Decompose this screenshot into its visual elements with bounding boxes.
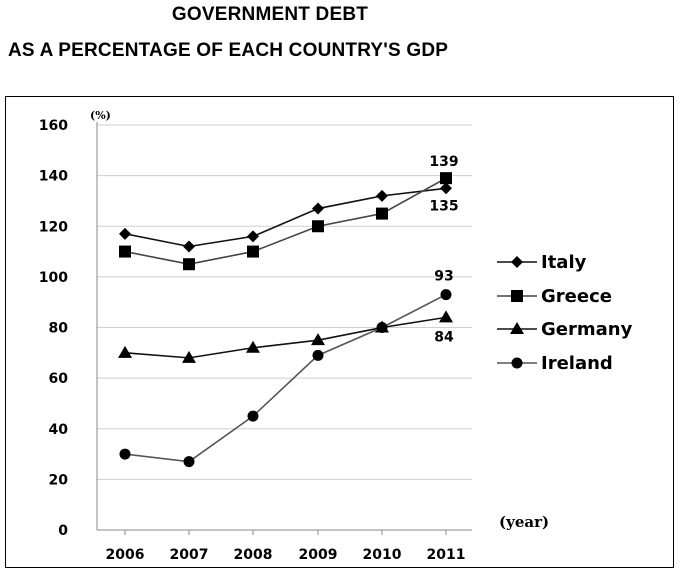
chart-frame <box>5 96 674 568</box>
series-greece <box>119 172 452 271</box>
data-point-ireland <box>183 456 195 468</box>
legend-label-ireland: Ireland <box>541 353 613 374</box>
data-point-italy <box>247 230 259 243</box>
data-label-italy: 135 <box>429 198 458 214</box>
series-line-greece <box>124 177 447 266</box>
data-point-italy <box>440 182 452 195</box>
data-point-ireland <box>376 322 388 333</box>
series-line-germany <box>124 316 447 359</box>
y-tick-label: 40 <box>49 422 69 438</box>
data-point-germany <box>311 333 325 346</box>
y-tick-label: 20 <box>49 472 69 488</box>
data-point-ireland <box>119 448 131 460</box>
data-point-greece <box>312 220 324 233</box>
data-point-greece <box>440 172 452 185</box>
legend-item-italy: Italy <box>497 252 587 273</box>
data-point-italy <box>312 202 324 215</box>
data-point-ireland <box>440 289 452 301</box>
x-tick-label: 2011 <box>427 547 466 563</box>
data-label-greece: 139 <box>429 154 458 170</box>
x-tick-label: 2009 <box>299 547 338 563</box>
series-ireland <box>119 289 452 468</box>
data-point-germany <box>182 350 196 363</box>
x-tick-label: 2008 <box>234 547 273 563</box>
series-germany <box>118 310 453 363</box>
data-point-italy <box>119 227 131 240</box>
data-point-ireland <box>312 349 324 361</box>
data-point-germany <box>118 345 132 358</box>
legend-item-ireland: Ireland <box>497 353 613 374</box>
legend-label-germany: Germany <box>541 319 633 340</box>
x-tick-label: 2010 <box>363 547 402 563</box>
data-point-germany <box>246 340 260 353</box>
data-point-greece <box>247 245 259 258</box>
legend-item-greece: Greece <box>497 286 612 307</box>
y-tick-label: 120 <box>39 219 68 235</box>
series-line-italy <box>124 187 447 248</box>
data-point-greece <box>119 245 131 258</box>
data-point-ireland <box>247 410 259 422</box>
y-tick-label: 140 <box>39 169 68 185</box>
legend-marker-italy <box>511 256 523 268</box>
data-point-greece <box>376 207 388 220</box>
y-tick-label: 160 <box>39 118 68 134</box>
series-italy <box>119 182 452 253</box>
legend-label-greece: Greece <box>541 286 612 307</box>
legend-marker-greece <box>511 290 523 302</box>
x-tick-label: 2006 <box>106 547 145 563</box>
data-point-germany <box>439 310 453 323</box>
data-label-germany: 84 <box>434 329 454 345</box>
data-point-italy <box>183 240 195 253</box>
x-tick-label: 2007 <box>170 547 209 563</box>
legend-marker-germany <box>510 322 524 334</box>
x-axis-unit-label: (year) <box>499 513 549 531</box>
data-label-ireland: 93 <box>434 269 453 285</box>
legend-marker-ireland <box>511 357 523 369</box>
series-line-ireland <box>124 293 447 463</box>
legend-label-italy: Italy <box>541 252 587 273</box>
y-tick-label: 80 <box>49 321 69 337</box>
y-tick-label: 0 <box>58 523 68 539</box>
y-tick-label: 60 <box>49 371 69 387</box>
legend-item-germany: Germany <box>497 319 633 340</box>
data-point-greece <box>183 258 195 271</box>
y-tick-label: 100 <box>39 270 68 286</box>
data-point-italy <box>376 189 388 202</box>
y-axis-unit-label: (%) <box>90 109 111 122</box>
chart-title-line-2: AS A PERCENTAGE OF EACH COUNTRY'S GDP <box>8 40 449 61</box>
chart-title-line-1: GOVERNMENT DEBT <box>171 4 369 25</box>
